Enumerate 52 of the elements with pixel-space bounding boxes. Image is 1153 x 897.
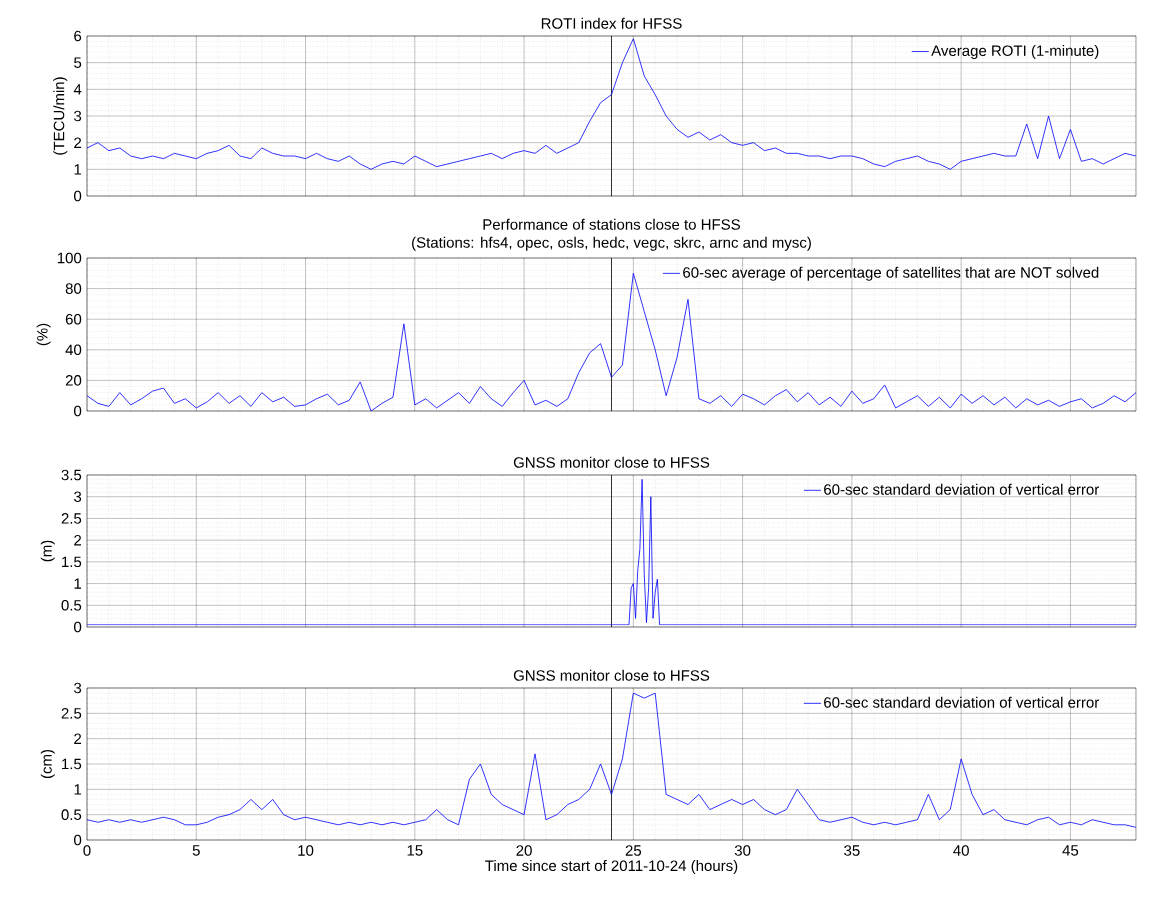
y-tick-label: 1 — [74, 578, 82, 589]
y-tick-label: 0.5 — [61, 599, 82, 611]
x-tick-label: 15 — [407, 845, 423, 856]
y-axis-title: (%) — [36, 323, 51, 346]
y-axis-title: (cm) — [40, 749, 55, 779]
x-tick-label: 35 — [844, 845, 860, 856]
x-tick-label: 20 — [516, 845, 532, 856]
y-tick-label: 1.5 — [62, 556, 82, 568]
y-tick-label: 40 — [65, 344, 82, 356]
y-axis-title: (TECU/min) — [53, 77, 68, 155]
y-tick-label: 4 — [73, 84, 82, 95]
y-tick-label: 3 — [74, 110, 82, 122]
y-tick-label: 0.5 — [61, 809, 82, 820]
y-tick-label: 2 — [74, 534, 82, 546]
x-tick-label: 10 — [298, 845, 314, 856]
y-tick-label: 1 — [74, 164, 82, 175]
y-tick-label: 0 — [74, 405, 82, 417]
y-axis-title: (m) — [40, 540, 55, 562]
x-tick-label: 5 — [192, 845, 200, 856]
chart-title: GNSS monitor close to HFSS — [513, 456, 710, 468]
legend-label: 60-sec standard deviation of vertical error — [824, 696, 1100, 708]
y-tick-label: 60 — [65, 313, 82, 325]
legend-label: 60-sec standard deviation of vertical error — [824, 483, 1100, 495]
x-tick-label: 0 — [83, 845, 91, 856]
x-tick-label: 25 — [625, 845, 642, 856]
y-tick-label: 6 — [74, 30, 82, 42]
y-tick-label: 1 — [74, 784, 82, 795]
y-tick-label: 0 — [74, 190, 82, 202]
y-tick-label: 0 — [74, 834, 82, 846]
x-tick-label: 45 — [1062, 845, 1079, 856]
x-tick-label: 40 — [953, 845, 969, 856]
y-tick-label: 3.5 — [61, 469, 82, 481]
y-tick-label: 5 — [74, 57, 82, 68]
y-tick-label: 80 — [65, 283, 82, 294]
y-tick-label: 100 — [57, 252, 82, 264]
y-tick-label: 2.5 — [61, 513, 82, 524]
chart-title: GNSS monitor close to HFSS — [513, 669, 710, 681]
y-tick-label: 0 — [74, 621, 82, 633]
y-tick-label: 2 — [74, 733, 82, 744]
y-tick-label: 2 — [74, 137, 82, 148]
x-tick-label: 30 — [734, 845, 751, 856]
chart-subtitle: (Stations: hfs4, opec, osls, hedc, vegc, skrc, arnc and mysc) — [412, 236, 811, 251]
chart-title: Performance of stations close to HFSS — [483, 218, 740, 230]
legend-label: 60-sec average of percentage of satellites that are NOT solved — [683, 266, 1099, 281]
y-tick-label: 3 — [74, 491, 82, 503]
y-tick-label: 3 — [74, 682, 82, 694]
y-tick-label: 2.5 — [61, 708, 82, 719]
y-tick-label: 20 — [65, 375, 82, 386]
x-axis-title: Time since start of 2011-10-24 (hours) — [485, 860, 738, 874]
y-tick-label: 1.5 — [62, 758, 82, 770]
chart-title: ROTI index for HFSS — [541, 17, 682, 29]
legend-label: Average ROTI (1-minute) — [931, 45, 1099, 59]
